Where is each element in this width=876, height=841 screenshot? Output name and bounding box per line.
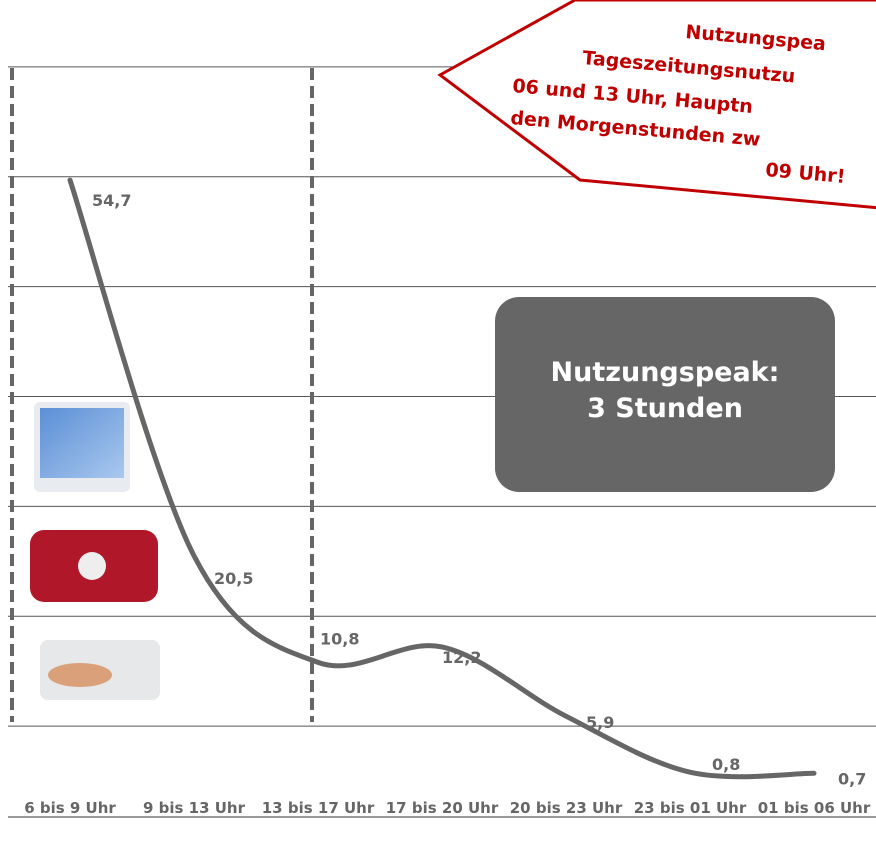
x-tick-label: 20 bis 23 Uhr — [509, 799, 623, 817]
hand-icon — [48, 663, 112, 687]
value-label: 20,5 — [214, 569, 253, 588]
x-tick-label: 6 bis 9 Uhr — [24, 799, 116, 817]
value-label: 10,8 — [320, 629, 359, 648]
radio-dial — [78, 552, 106, 580]
callout-shape — [437, 0, 876, 210]
x-tick-label: 17 bis 20 Uhr — [385, 799, 499, 817]
value-label: 0,7 — [838, 769, 866, 788]
value-label: 54,7 — [92, 191, 131, 210]
icons — [30, 402, 160, 700]
value-label: 5,9 — [586, 713, 614, 732]
peak-box-text: 3 Stunden — [587, 393, 743, 424]
x-tick-label: 13 bis 17 Uhr — [261, 799, 375, 817]
peak-box-bg — [495, 297, 835, 492]
x-tick-label: 9 bis 13 Uhr — [142, 799, 246, 817]
peak-box-text: Nutzungspeak: — [551, 357, 780, 388]
value-label: 0,8 — [712, 755, 740, 774]
callout: Nutzungspea Tageszeitungsnutzu 06 und 13… — [437, 0, 876, 210]
peak-box: Nutzungspeak: 3 Stunden — [495, 297, 835, 492]
x-tick-label: 23 bis 01 Uhr — [633, 799, 747, 817]
line-series — [67, 177, 817, 780]
monitor-screen — [40, 408, 124, 478]
x-tick-label: 01 bis 06 Uhr — [757, 799, 871, 817]
value-label: 12,2 — [442, 648, 481, 667]
